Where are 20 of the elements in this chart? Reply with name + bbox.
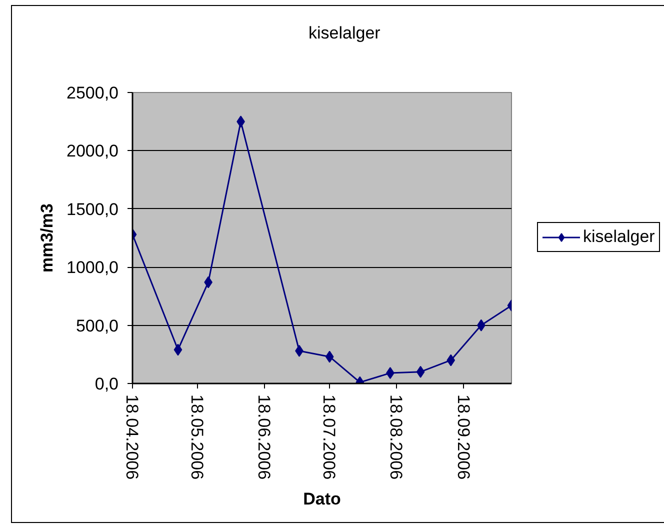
y-tick-label: 2000,0	[66, 142, 119, 161]
point	[325, 350, 334, 363]
x-tick-label: 18.08.2006	[386, 394, 406, 480]
x-tick-label: 18.05.2006	[187, 394, 206, 480]
x-tick-label: 18.07.2006	[320, 394, 339, 480]
x-tick-label: 18.09.2006	[454, 394, 473, 480]
point	[174, 344, 182, 356]
point	[446, 354, 456, 366]
y-axis-title: mm3/m3	[38, 204, 57, 272]
x-axis-title: Dato	[303, 490, 341, 509]
y-tick-label: 1000,0	[66, 258, 119, 278]
point	[416, 366, 425, 378]
chart-title: kiselalger	[308, 24, 381, 42]
x-tick-label: 18.06.2006	[254, 394, 274, 480]
legend-label: kiselalger	[583, 227, 655, 247]
y-tick-label: 0,0	[94, 374, 119, 394]
x-tick-label: 18.04.2006	[122, 394, 142, 480]
y-tick-label: 1500,0	[66, 200, 119, 219]
y-tick-label: 2500,0	[66, 84, 119, 102]
y-tick-label: 500,0	[76, 316, 119, 336]
